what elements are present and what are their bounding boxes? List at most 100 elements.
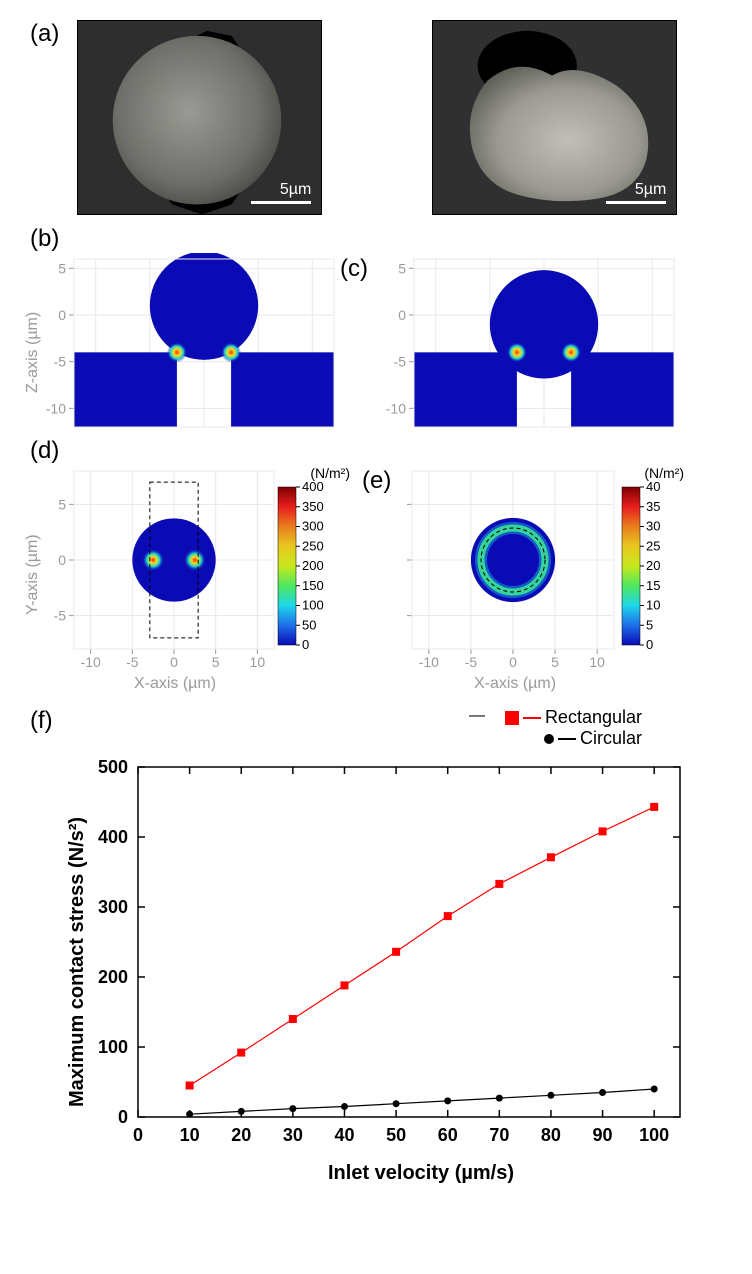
panel-a-label: (a) — [30, 20, 59, 48]
scalebar-left: 5µm — [251, 181, 311, 204]
linechart: Maximum contact stress (N/s²) 0102030405… — [60, 757, 722, 1185]
b-y-axis-label: Z-axis (µm) — [24, 312, 42, 393]
svg-text:5: 5 — [551, 654, 559, 670]
svg-text:30: 30 — [283, 1125, 303, 1145]
svg-text:0: 0 — [118, 1107, 128, 1127]
svg-text:90: 90 — [593, 1125, 613, 1145]
f-y-axis-label: Maximum contact stress (N/s²) — [66, 817, 89, 1107]
svg-text:100: 100 — [98, 1037, 128, 1057]
panel-de-row: (d) — [30, 435, 722, 465]
svg-text:200: 200 — [302, 558, 324, 573]
scalebar-line-right — [606, 201, 666, 204]
svg-text:0: 0 — [398, 307, 406, 323]
svg-text:0: 0 — [133, 1125, 143, 1145]
bc-plots: Z-axis (µm) -10-505 (c) -10-505 — [30, 253, 722, 433]
legend: — Rectangular — [70, 707, 642, 728]
svg-text:-5: -5 — [126, 654, 139, 670]
svg-text:300: 300 — [98, 897, 128, 917]
svg-text:400: 400 — [98, 827, 128, 847]
svg-text:25: 25 — [646, 538, 660, 553]
svg-text:0: 0 — [302, 637, 309, 651]
svg-text:40: 40 — [334, 1125, 354, 1145]
d-x-axis-label: X-axis (µm) — [70, 675, 280, 693]
svg-text:0: 0 — [58, 552, 66, 568]
svg-text:-5: -5 — [465, 654, 478, 670]
svg-text:5: 5 — [58, 260, 66, 276]
panel-f-label: (f) — [30, 707, 70, 735]
svg-text:0: 0 — [646, 637, 653, 651]
legend-rect-line — [523, 717, 541, 719]
heatmap-d-svg: -5 0 5 -10 -5 0 5 10 — [30, 465, 280, 675]
svg-text:250: 250 — [302, 538, 324, 553]
panel-e-label: (e) — [362, 465, 390, 495]
heatmap-e: -10-50510 X-axis (µm) — [390, 465, 620, 693]
scalebar-text-right: 5µm — [635, 181, 666, 198]
cbar-e-svg: 0 5 10 15 20 25 30 35 40 — [620, 481, 688, 651]
svg-text:150: 150 — [302, 578, 324, 593]
svg-text:20: 20 — [646, 558, 660, 573]
cbar-d-svg: 0 50 100 150 200 250 300 350 400 — [276, 481, 354, 651]
svg-text:5: 5 — [398, 260, 406, 276]
svg-text:-10: -10 — [81, 654, 101, 670]
svg-text:0: 0 — [58, 307, 66, 323]
svg-text:30: 30 — [646, 519, 660, 534]
panel-b-label: (b) — [30, 223, 70, 253]
svg-text:200: 200 — [98, 967, 128, 987]
colorbar-d: (N/m²) 0 50 100 150 200 250 300 350 400 — [276, 465, 354, 656]
svg-text:100: 100 — [639, 1125, 669, 1145]
cbar-e-title: (N/m²) — [620, 465, 684, 481]
scalebar-right: 5µm — [606, 181, 666, 204]
cbar-d-title: (N/m²) — [276, 465, 350, 481]
heatmap-b: Z-axis (µm) -10-505 — [30, 253, 340, 433]
legend-circ: Circular — [544, 728, 642, 749]
svg-text:-5: -5 — [54, 608, 67, 624]
svg-text:0: 0 — [509, 654, 517, 670]
linechart-svg: 01020304050607080901000100200300400500 — [60, 757, 700, 1157]
sem-image-left: 5µm — [77, 20, 322, 215]
svg-text:100: 100 — [302, 598, 324, 613]
e-x-axis-label: X-axis (µm) — [410, 675, 620, 693]
svg-text:35: 35 — [646, 499, 660, 514]
svg-text:50: 50 — [302, 617, 316, 632]
legend-circ-line — [558, 738, 576, 740]
figure-container: (a) 5µm — [0, 0, 752, 1205]
legend-rect-marker — [505, 711, 519, 725]
svg-text:10: 10 — [646, 598, 660, 613]
legend-circ-label: Circular — [580, 728, 642, 749]
panel-f-row: (f) — Rectangular Circular — [30, 707, 722, 751]
svg-text:10: 10 — [250, 654, 266, 670]
de-plots: Y-axis (µm) -505-10-50510 X-axis (µm) (N… — [30, 465, 722, 693]
svg-text:5: 5 — [58, 496, 66, 512]
svg-text:500: 500 — [98, 757, 128, 777]
heatmap-d: Y-axis (µm) -505-10-50510 X-axis (µm) — [30, 465, 280, 693]
panel-d-label: (d) — [30, 435, 70, 465]
legend-circ-marker — [544, 734, 554, 744]
svg-text:40: 40 — [646, 481, 660, 494]
heatmap-e-svg: -10-50510 — [390, 465, 620, 675]
panel-a-row: (a) 5µm — [30, 20, 722, 215]
svg-text:70: 70 — [489, 1125, 509, 1145]
sem-image-right: 5µm — [432, 20, 677, 215]
svg-text:15: 15 — [646, 578, 660, 593]
svg-text:50: 50 — [386, 1125, 406, 1145]
scalebar-line-left — [251, 201, 311, 204]
svg-text:-10: -10 — [386, 400, 406, 416]
svg-text:5: 5 — [646, 617, 653, 632]
svg-text:350: 350 — [302, 499, 324, 514]
svg-text:300: 300 — [302, 519, 324, 534]
svg-text:-10: -10 — [419, 654, 439, 670]
legend-rect: Rectangular — [505, 707, 642, 728]
svg-text:0: 0 — [170, 654, 178, 670]
svg-text:-10: -10 — [46, 400, 66, 416]
legend2: Circular — [70, 728, 642, 749]
heatmap-c: -10 -5 0 5 — [370, 253, 680, 433]
svg-text:10: 10 — [180, 1125, 200, 1145]
legend-dash: — — [469, 707, 485, 728]
d-y-axis-label: Y-axis (µm) — [24, 534, 42, 615]
svg-text:60: 60 — [438, 1125, 458, 1145]
svg-text:-5: -5 — [394, 354, 407, 370]
svg-text:400: 400 — [302, 481, 324, 494]
heatmap-c-svg: -10 -5 0 5 — [370, 253, 680, 433]
svg-text:80: 80 — [541, 1125, 561, 1145]
svg-text:5: 5 — [212, 654, 220, 670]
